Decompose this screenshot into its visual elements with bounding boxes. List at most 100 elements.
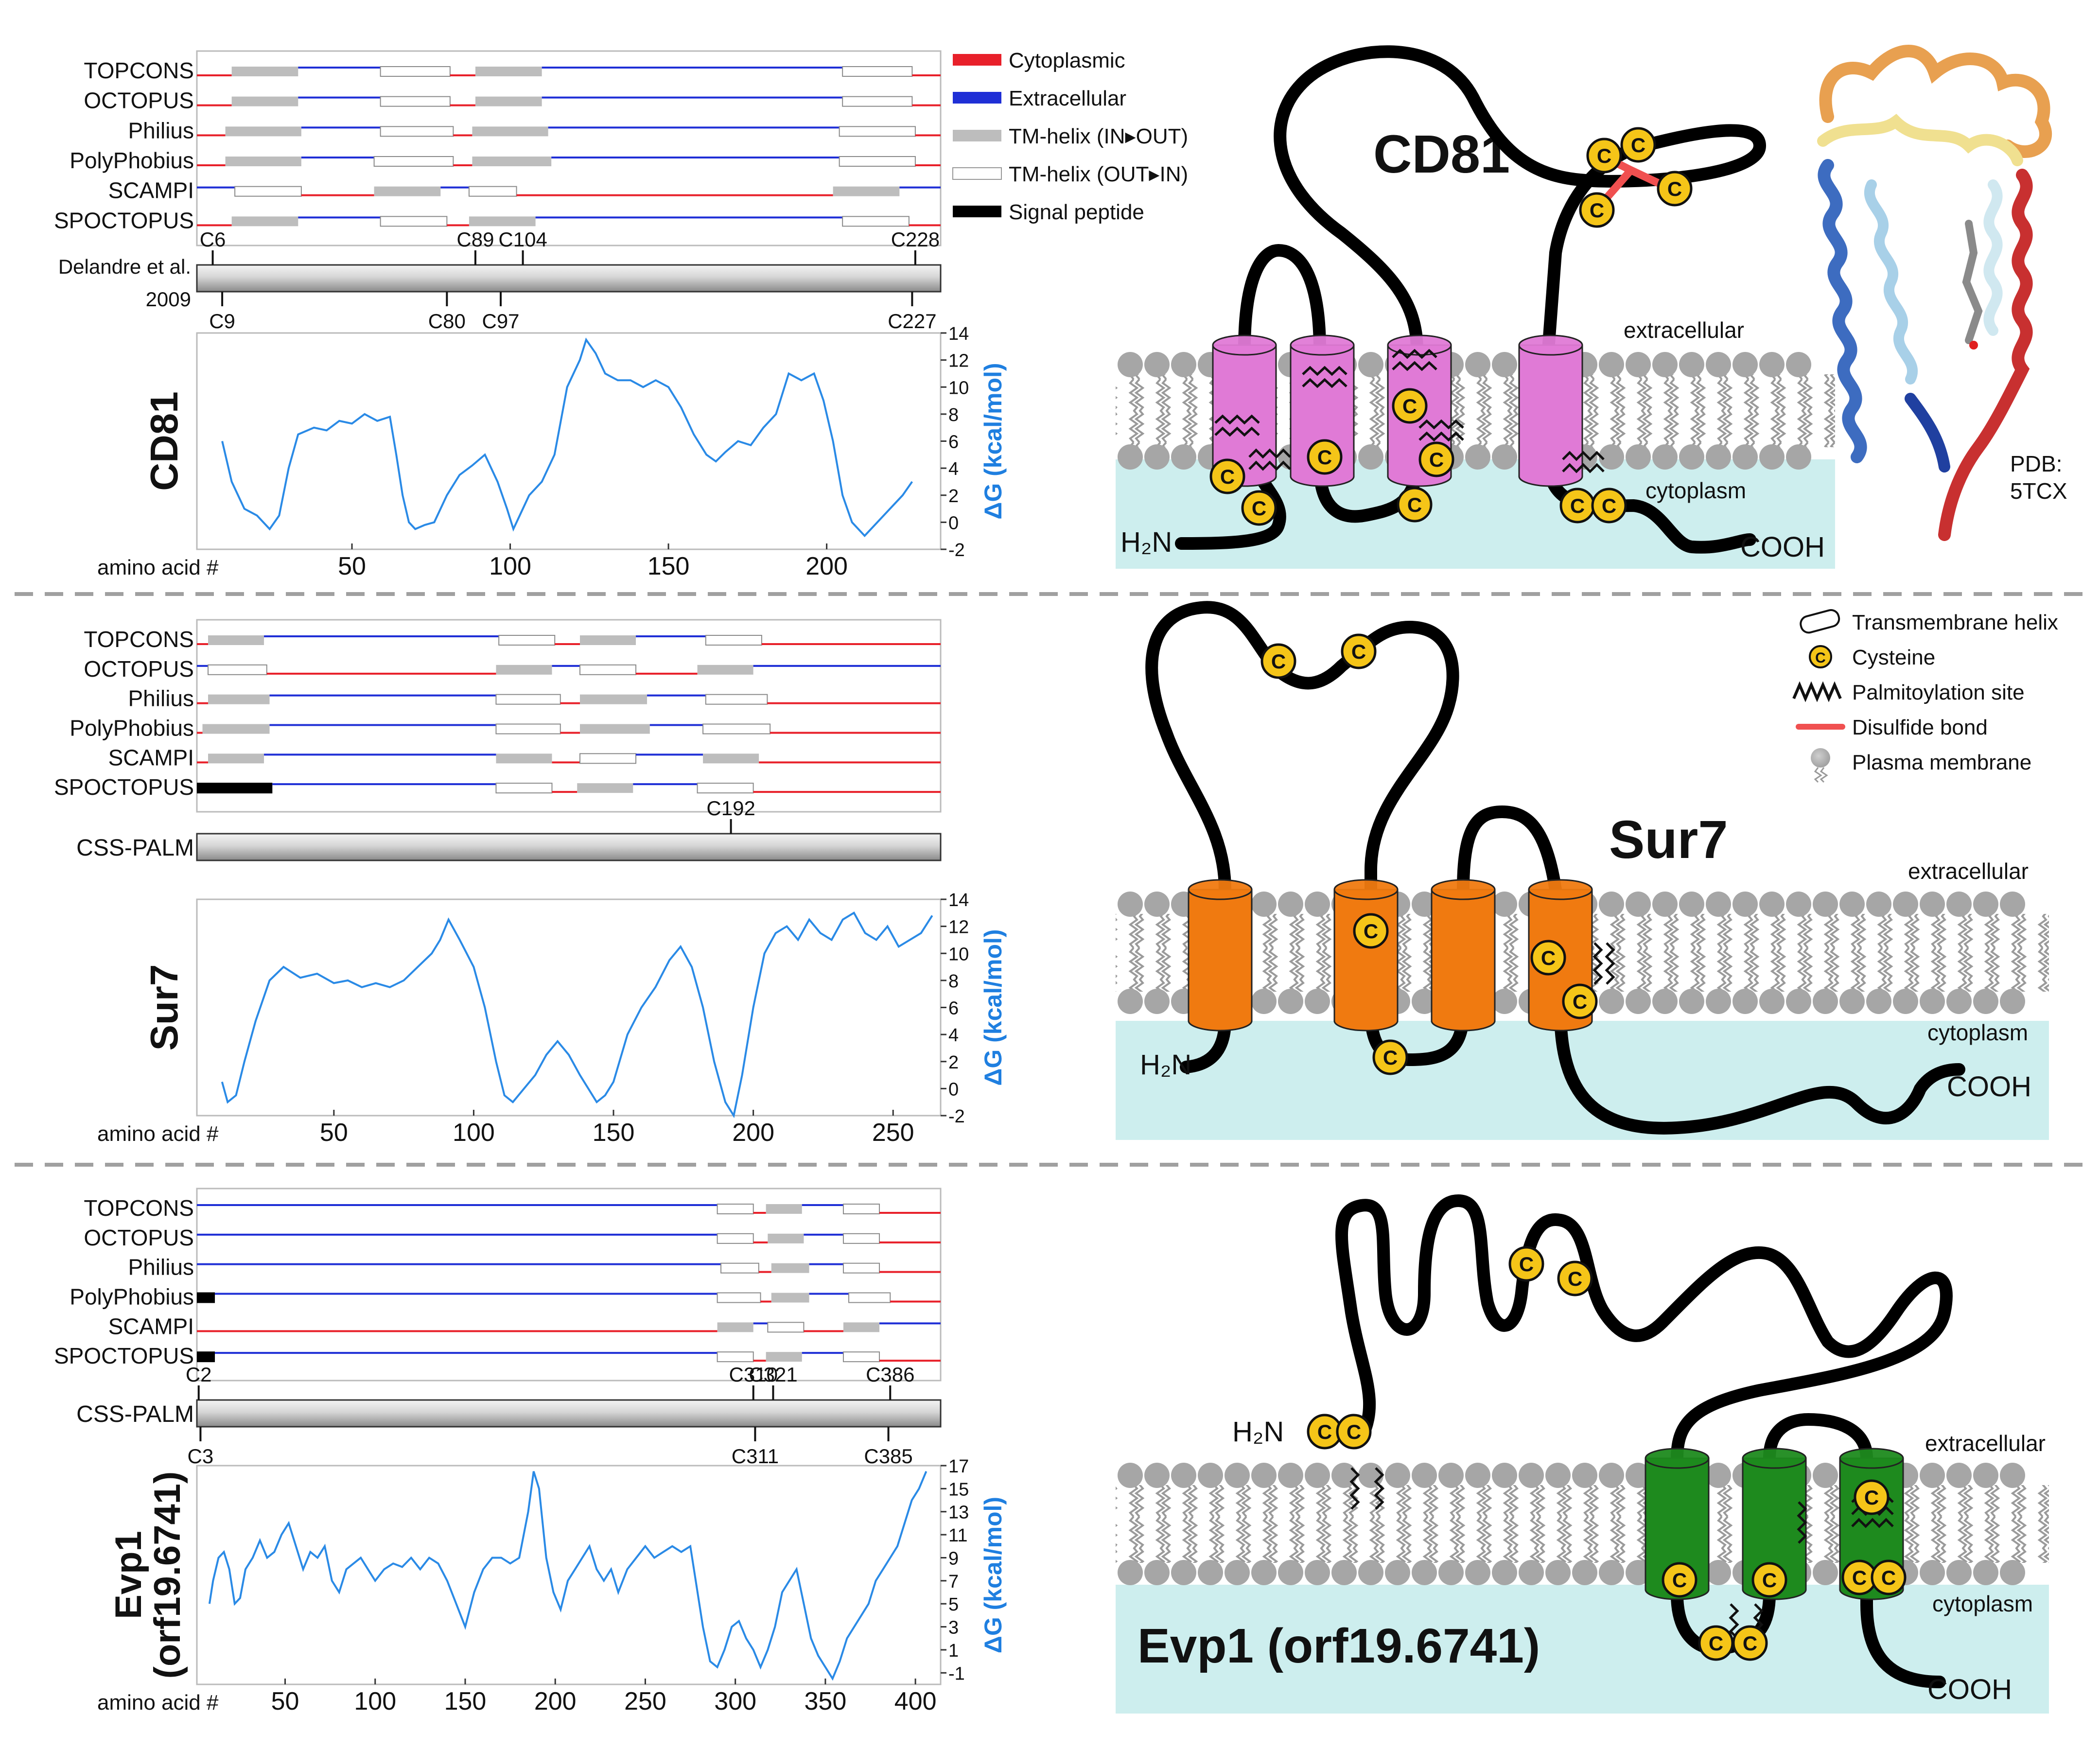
extracellular-label: extracellular bbox=[1624, 317, 1744, 343]
method-label: Philius bbox=[128, 686, 194, 711]
cd81-topology-panel: TOPCONS OCTOPUS Philius PolyPhobius SCAMPI SP… bbox=[54, 50, 1007, 580]
topology-segment-tmoi bbox=[234, 186, 302, 197]
lipid-headgroup bbox=[1412, 892, 1437, 917]
x-axis-label: amino acid # bbox=[97, 1691, 219, 1715]
cysteine-site-label: C228 bbox=[891, 228, 940, 251]
palmitoylation-reference-bar bbox=[196, 1399, 942, 1428]
method-label: SPOCTOPUS bbox=[54, 1343, 194, 1368]
topology-segment-tmoi bbox=[495, 783, 553, 794]
topology-segment-tmoi bbox=[208, 664, 267, 675]
topology-segment-tmoi bbox=[717, 1204, 754, 1214]
cysteine-site-label: C321 bbox=[749, 1363, 797, 1386]
lipid-headgroup bbox=[1278, 1560, 1303, 1585]
extracellular-label: extracellular bbox=[1925, 1431, 2046, 1456]
lipid-headgroup bbox=[1626, 352, 1651, 377]
svg-text:C: C bbox=[1631, 134, 1645, 157]
cysteine-icon: C bbox=[1353, 913, 1389, 949]
svg-text:C: C bbox=[1220, 465, 1235, 488]
lipid-headgroup bbox=[1626, 1560, 1651, 1585]
cysteine-icon: C bbox=[1586, 138, 1622, 174]
reference-label: CSS-PALM bbox=[76, 835, 194, 861]
palmitoylation-site bbox=[1562, 463, 1605, 473]
x-tick-label: 250 bbox=[624, 1687, 666, 1715]
lipid-headgroup bbox=[1786, 989, 1811, 1014]
svg-text:C: C bbox=[1407, 493, 1422, 516]
y-tick-label: 4 bbox=[948, 1025, 959, 1046]
lipid-headgroup bbox=[1144, 1560, 1170, 1585]
palmitoylation-site bbox=[1248, 448, 1291, 459]
cd81-title: CD81 bbox=[1373, 124, 1510, 184]
hydropathy-profile-line bbox=[208, 1471, 928, 1681]
lipid-headgroup bbox=[1759, 892, 1785, 917]
palmitoylation-site bbox=[1349, 1467, 1360, 1510]
cysteine-icon: C bbox=[1620, 127, 1656, 163]
x-tick-label: 100 bbox=[453, 1119, 495, 1147]
lipid-headgroup bbox=[1305, 1560, 1330, 1585]
lipid-headgroup bbox=[1599, 352, 1624, 377]
topology-segment-tmoi bbox=[842, 1233, 880, 1244]
y-tick-label: 4 bbox=[948, 459, 959, 479]
cysteine-site-label: C9 bbox=[209, 310, 235, 332]
lipid-headgroup bbox=[1251, 1560, 1277, 1585]
legend-label: Signal peptide bbox=[1009, 200, 1144, 224]
cysteine-icon: C bbox=[1662, 1562, 1698, 1598]
lipid-headgroup bbox=[1813, 1560, 1838, 1585]
lipid-headgroup bbox=[1492, 1560, 1517, 1585]
reference-year: 2009 bbox=[146, 288, 191, 311]
palmitoylation-reference-bar bbox=[196, 833, 942, 861]
method-label: SCAMPI bbox=[108, 745, 194, 770]
y-tick-label: 3 bbox=[948, 1618, 959, 1638]
cytoplasm-label: cytoplasm bbox=[1645, 478, 1746, 503]
topology-segment-tmio bbox=[697, 665, 753, 675]
lipid-headgroup bbox=[1626, 892, 1651, 917]
lipid-headgroup bbox=[2000, 1463, 2025, 1488]
lipid-headgroup bbox=[1839, 989, 1865, 1014]
y-tick-label: 14 bbox=[948, 324, 969, 344]
n-terminus-label: H₂N bbox=[1232, 1416, 1284, 1448]
lipid-headgroup bbox=[1358, 352, 1383, 377]
x-tick-label: 350 bbox=[805, 1687, 847, 1715]
topology-segment-tmio bbox=[577, 783, 633, 793]
sur7-helix bbox=[1431, 879, 1496, 1032]
method-label: OCTOPUS bbox=[84, 656, 194, 682]
legend-label: Palmitoylation site bbox=[1852, 681, 2025, 704]
zigzag-icon bbox=[1792, 681, 1842, 702]
lipid-headgroup bbox=[1545, 1463, 1571, 1488]
topology-segment-tmio bbox=[202, 724, 270, 734]
cysteine-site-label: C192 bbox=[706, 797, 755, 820]
legend-label: Transmembrane helix bbox=[1852, 611, 2058, 634]
lipid-headgroup bbox=[1732, 989, 1758, 1014]
topology-segment-tmio bbox=[475, 67, 542, 76]
lipid-headgroup bbox=[1412, 1560, 1437, 1585]
lipid-headgroup bbox=[1545, 1560, 1571, 1585]
topology-frame bbox=[196, 619, 942, 813]
method-label: SPOCTOPUS bbox=[54, 208, 194, 233]
topology-segment-tmio bbox=[231, 216, 298, 227]
svg-text:C: C bbox=[1815, 650, 1826, 666]
lipid-headgroup bbox=[1438, 1463, 1464, 1488]
lipid-headgroup bbox=[1198, 1463, 1223, 1488]
legend-label: TM-helix (OUT▸IN) bbox=[1009, 162, 1188, 186]
palmitoylation-site bbox=[1592, 942, 1603, 985]
y-tick-label: 0 bbox=[948, 1079, 959, 1100]
x-tick-label: 100 bbox=[489, 552, 531, 580]
lipid-headgroup bbox=[1973, 989, 1998, 1014]
y-tick-label: -1 bbox=[948, 1663, 965, 1684]
palmitoylation-reference-bar bbox=[196, 264, 942, 293]
lipid-headgroup bbox=[1866, 989, 1891, 1014]
topology-segment-tmoi bbox=[842, 66, 913, 77]
palmitoylation-site bbox=[1248, 460, 1291, 471]
lipid-headgroup bbox=[1732, 352, 1758, 377]
evp1-cartoon: extracellular cytoplasm Evp1 (orf19.6741… bbox=[1116, 1194, 2049, 1714]
c-terminus-label: COOH bbox=[1740, 531, 1825, 563]
lipid-headgroup bbox=[1305, 989, 1330, 1014]
lipid-headgroup bbox=[1171, 444, 1196, 470]
cysteine-icon: C bbox=[1657, 171, 1693, 207]
cysteine-site-label: C97 bbox=[482, 310, 519, 332]
cysteine-site-label: C89 bbox=[456, 228, 494, 251]
svg-text:C: C bbox=[1568, 1267, 1582, 1290]
lipid-headgroup bbox=[1118, 1560, 1143, 1585]
lipid-headgroup bbox=[1412, 989, 1437, 1014]
x-tick-label: 200 bbox=[805, 552, 848, 580]
